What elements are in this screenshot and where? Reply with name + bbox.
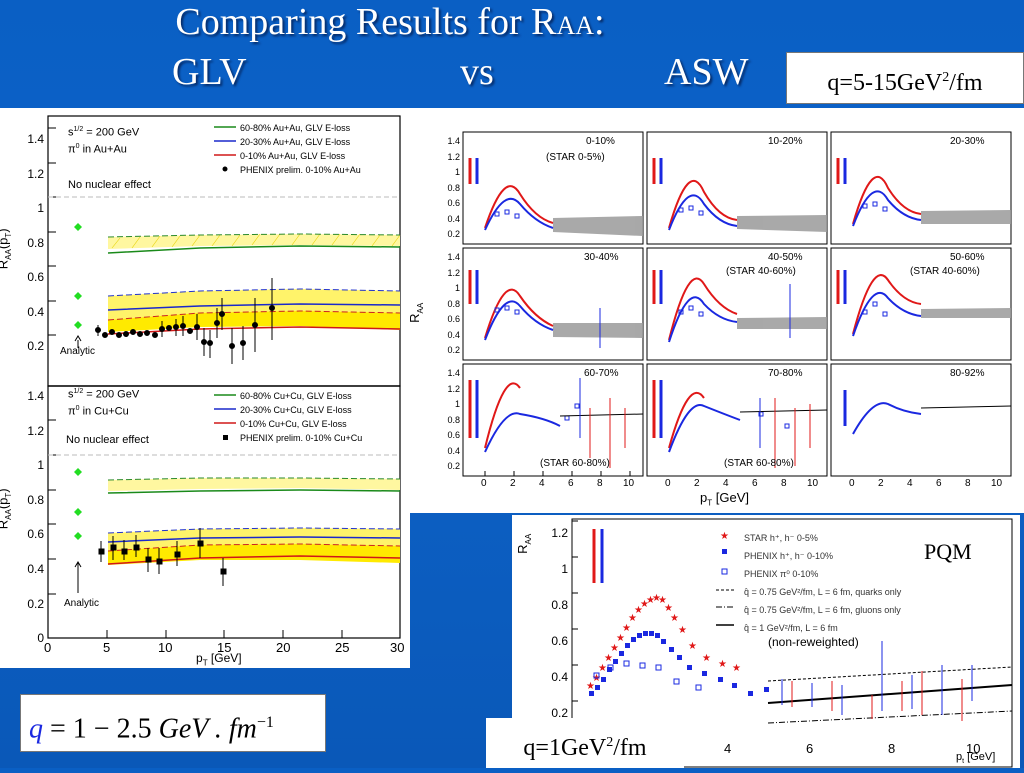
title-asw: ASW xyxy=(664,51,749,93)
cu-energy-label: s1/2 = 200 GeV xyxy=(68,388,140,401)
cu-legend-text: 60-80% Cu+Cu, GLV E-loss 20-30% Cu+Cu, GL… xyxy=(240,391,363,443)
svg-text:★: ★ xyxy=(658,595,667,606)
svg-text:★: ★ xyxy=(718,659,727,670)
svg-text:★: ★ xyxy=(628,613,637,624)
grid-xlabel: pT [GeV] xyxy=(700,490,749,508)
svg-text:★: ★ xyxy=(702,653,711,664)
grid-yticks-row1: 1.4 1.2 1 0.8 0.6 0.4 0.2 xyxy=(447,136,460,239)
svg-text:★: ★ xyxy=(652,593,661,604)
cu-particle-label: π0 in Cu+Cu xyxy=(68,405,129,418)
au-yticks: 1.4 1.2 1 0.8 0.6 0.4 0.2 xyxy=(27,132,44,353)
au-analytic-label: Analytic xyxy=(60,346,96,357)
cu-ylabel: RAA(pT) xyxy=(0,488,14,529)
title-vs: vs xyxy=(460,51,494,93)
svg-text:★: ★ xyxy=(622,623,631,634)
svg-text:★: ★ xyxy=(678,625,687,636)
cu-no-effect-label: No nuclear effect xyxy=(66,434,149,446)
cu-yticks: 1.4 1.2 1 0.8 0.6 0.4 0.2 0 xyxy=(27,389,44,646)
grid-label-40-50: 40-50% xyxy=(768,252,803,263)
au-particle-label: π0 in Au+Au xyxy=(68,143,127,156)
grid-label-70-80: 70-80% xyxy=(768,368,803,379)
cu-xlabel: pT [GeV] xyxy=(196,651,242,668)
grid-yticks-row2: 1.4 1.2 1 0.8 0.6 0.4 0.2 xyxy=(447,252,460,355)
q-value-bottom: q=1GeV2/fm xyxy=(486,718,684,768)
grid-yticks-row3: 1.4 1.2 1 0.8 0.6 0.4 0.2 xyxy=(447,368,460,471)
pqm-ylabel: RAA xyxy=(515,533,533,554)
grid-label-star-60-80-a: (STAR 60-80%) xyxy=(540,458,610,469)
svg-text:★: ★ xyxy=(610,643,619,654)
au-ylabel: RAA(pT) xyxy=(0,228,14,269)
grid-label-20-30: 20-30% xyxy=(950,136,985,147)
title-glv: GLV xyxy=(172,51,247,93)
svg-text:★: ★ xyxy=(646,595,655,606)
grid-label-30-40: 30-40% xyxy=(584,252,619,263)
grid-label-star-0-5: (STAR 0-5%) xyxy=(546,152,605,163)
glv-panel: s1/2 = 200 GeV π0 in Au+Au No nuclear ef… xyxy=(0,108,410,668)
asw-grid-panel: 0-10% (STAR 0-5%) 10-20% 20-30% 30-40% 4… xyxy=(407,108,1024,513)
grid-label-10-20: 10-20% xyxy=(768,136,803,147)
glv-au-legend xyxy=(214,126,236,172)
svg-text:★: ★ xyxy=(616,633,625,644)
grid-label-star-40-60-a: (STAR 40-60%) xyxy=(726,266,796,277)
grid-label-50-60: 50-60% xyxy=(950,252,985,263)
svg-text:★: ★ xyxy=(720,531,729,542)
svg-text:★: ★ xyxy=(670,613,679,624)
grid-label-star-40-60-b: (STAR 40-60%) xyxy=(910,266,980,277)
au-no-effect-label: No nuclear effect xyxy=(68,179,151,191)
au-legend-text: 60-80% Au+Au, GLV E-loss 20-30% Au+Au, GL… xyxy=(240,123,361,175)
pqm-legend-text: STAR h⁺, h⁻ 0-5% PHENIX h⁺, h⁻ 0-10% PHENI… xyxy=(744,533,902,633)
grid-label-60-70: 60-70% xyxy=(584,368,619,379)
q-value-top: q=5-15GeV2/fm xyxy=(786,52,1024,104)
title-line-1: Comparing Results for RAA: xyxy=(175,1,605,43)
cu-analytic-label: Analytic xyxy=(64,598,100,609)
qhat-formula: q = 1 − 2.5 GeV . fm−1 xyxy=(20,694,326,752)
pqm-legend-symbols: ★ xyxy=(716,531,734,626)
glv-au-plot xyxy=(47,115,401,387)
pqm-note: (non-reweighted) xyxy=(768,635,859,649)
au-energy-label: s1/2 = 200 GeV xyxy=(68,126,140,139)
svg-text:★: ★ xyxy=(598,663,607,674)
svg-text:★: ★ xyxy=(664,603,673,614)
glv-cu-legend xyxy=(214,394,236,440)
grid-label-0-10: 0-10% xyxy=(586,136,615,147)
svg-text:★: ★ xyxy=(640,599,649,610)
svg-text:★: ★ xyxy=(586,681,595,692)
grid-label-80-92: 80-92% xyxy=(950,368,985,379)
svg-text:★: ★ xyxy=(634,605,643,616)
grid-ylabel: RAA xyxy=(407,302,425,323)
svg-text:★: ★ xyxy=(688,641,697,652)
pqm-xticks: 4 6 8 10 xyxy=(724,741,981,756)
pqm-yticks: 1.2 1 0.8 0.6 0.4 0.2 xyxy=(551,526,568,720)
svg-text:★: ★ xyxy=(604,653,613,664)
pqm-label: PQM xyxy=(924,539,972,564)
glv-cu-plot xyxy=(47,385,401,639)
cu-xticks: 0 5 10 15 20 25 30 xyxy=(44,640,405,655)
pqm-xlabel: pt [GeV] xyxy=(956,751,996,766)
svg-text:★: ★ xyxy=(732,663,741,674)
grid-label-star-60-80-b: (STAR 60-80%) xyxy=(724,458,794,469)
